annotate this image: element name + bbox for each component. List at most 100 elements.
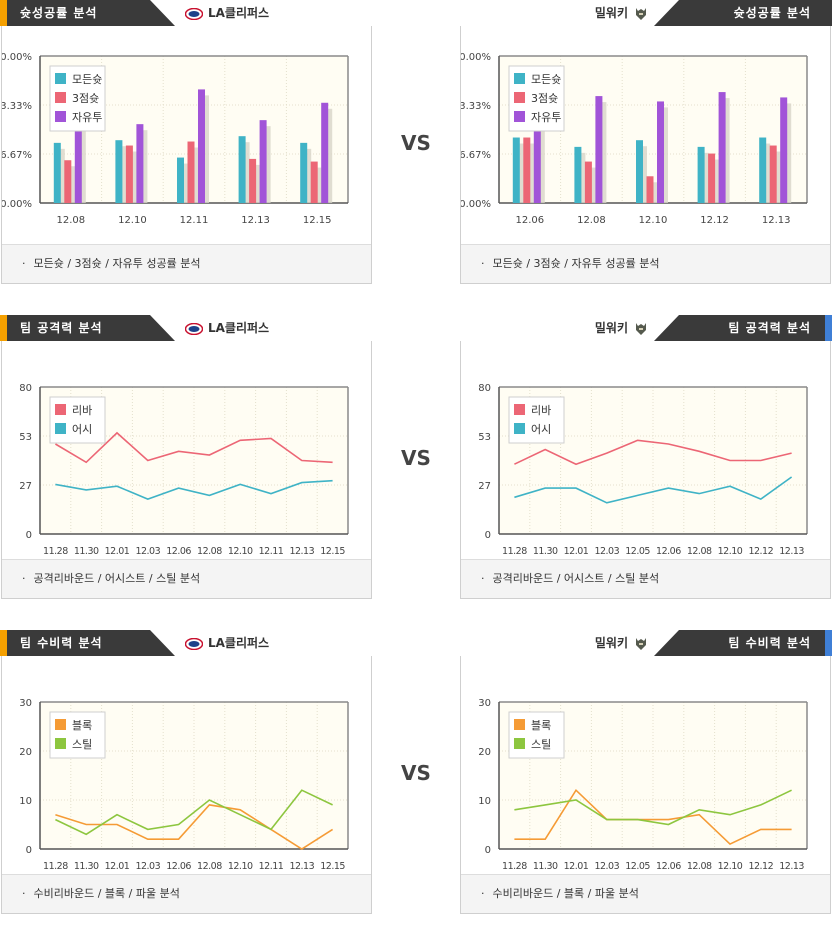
legend-swatch (514, 92, 525, 103)
bar-shadow (588, 167, 596, 203)
chart-svg: 0 10 20 30 11.28 11.30 12.01 12.03 12.06 12.08 12.… (19, 698, 349, 872)
bar-shadow (763, 143, 771, 203)
bar (249, 158, 257, 203)
section-header-right: 팀 공격력 분석 (654, 315, 832, 341)
y-tick-label: 27 (478, 481, 491, 492)
chart-svg: 0 27 53 80 11.28 11.30 12.01 12.03 12.06 12.08 12.… (19, 383, 349, 557)
series-line (514, 788, 792, 846)
legend-swatch (55, 92, 66, 103)
header-tab-shape (0, 630, 175, 656)
legend-swatch (55, 423, 66, 434)
bar (177, 157, 184, 203)
bar (718, 92, 726, 203)
bar-shadow (640, 146, 647, 203)
bar-shadow (650, 182, 658, 203)
y-tick-label: 73.33% (2, 101, 32, 112)
y-tick-label: 0 (485, 845, 491, 856)
legend-label: 리바 (72, 404, 92, 417)
x-tick-label: 12.13 (779, 861, 804, 872)
legend-swatch (55, 404, 66, 415)
y-tick-label: 30 (19, 698, 32, 709)
vs-label: VS (401, 761, 431, 785)
footer-text: 모든슛 / 3점슛 / 자유투 성공률 분석 (492, 257, 660, 270)
bar (657, 101, 664, 203)
right-panel: 0 10 20 30 11.28 11.30 12.01 12.03 12.05 12.06 12.… (460, 656, 831, 914)
x-tick-label: 12.13 (289, 546, 314, 557)
chart-svg: 0 27 53 80 11.28 11.30 12.01 12.03 12.05 12.06 12.… (478, 383, 808, 557)
x-tick-label: 11.30 (74, 861, 99, 872)
legend-swatch (514, 111, 525, 122)
section-defense: 팀 수비력 분석 LA클리퍼스 밀워키 팀 수비력 분석 0 10 20 30 11.2… (0, 630, 832, 930)
x-tick-label: 12.01 (564, 861, 589, 872)
section-title: 팀 수비력 분석 (20, 636, 103, 650)
bucks-logo-icon (636, 7, 646, 20)
bar (533, 122, 541, 203)
bar-shadow (57, 148, 65, 203)
x-tick-label: 12.08 (577, 215, 606, 226)
y-tick-label: 110.00% (2, 52, 32, 63)
right-team-label: 밀워키 (595, 319, 648, 337)
bar (321, 102, 329, 203)
legend-swatch (514, 404, 525, 415)
x-tick-label: 12.11 (180, 215, 209, 226)
header-tab-shape (0, 0, 175, 26)
x-tick-label: 12.11 (259, 861, 284, 872)
x-tick-label: 12.08 (687, 861, 712, 872)
bar-shadow (325, 108, 333, 203)
x-tick-label: 12.10 (639, 215, 668, 226)
bar (125, 145, 133, 203)
header-tab-shape (654, 315, 832, 341)
bar-shadow (202, 95, 209, 203)
x-tick-label: 12.06 (166, 861, 191, 872)
y-tick-label: 53 (478, 432, 491, 443)
bar (259, 120, 267, 203)
bar (646, 176, 654, 203)
bar-shadow (722, 98, 730, 203)
bar (769, 145, 777, 203)
left-team-name: LA클리퍼스 (208, 6, 270, 20)
x-tick-label: 12.08 (687, 546, 712, 557)
clippers-logo-icon (185, 7, 203, 20)
x-tick-label: 12.10 (718, 546, 743, 557)
legend-swatch (55, 111, 66, 122)
x-tick-label: 12.06 (656, 546, 681, 557)
y-tick-label: 30 (478, 698, 491, 709)
y-tick-label: 0.00% (2, 199, 32, 210)
section-header-right: 슛성공률 분석 (654, 0, 832, 26)
left-panel: 0 10 20 30 11.28 11.30 12.01 12.03 12.06 12.08 12.… (1, 656, 372, 914)
legend-swatch (55, 738, 66, 749)
y-tick-label: 27 (19, 481, 32, 492)
chart-svg: 0.00% 36.67% 73.33% 110.00% 12.08 12.10 12.11 1… (2, 52, 349, 226)
series-line (54, 431, 333, 464)
x-tick-label: 12.12 (748, 861, 773, 872)
left-team-name: LA클리퍼스 (208, 321, 270, 335)
section-header-left: 팀 수비력 분석 (0, 630, 175, 656)
footer-text: 모든슛 / 3점슛 / 자유투 성공률 분석 (33, 257, 201, 270)
x-tick-label: 12.12 (748, 546, 773, 557)
x-tick-label: 12.13 (779, 546, 804, 557)
x-tick-label: 11.30 (533, 546, 558, 557)
x-tick-label: 12.05 (625, 861, 650, 872)
legend-label: 스틸 (531, 738, 551, 751)
right-team-name: 밀워키 (594, 636, 628, 650)
legend-label: 자유투 (72, 111, 102, 124)
series-line (514, 439, 792, 466)
bar-shadow (314, 167, 322, 203)
x-tick-label: 12.08 (197, 546, 222, 557)
panel-footer: · 수비리바운드 / 블록 / 파울 분석 (461, 874, 830, 913)
bar (53, 142, 61, 203)
panel-footer: · 공격리바운드 / 어시스트 / 스틸 분석 (2, 559, 371, 598)
x-tick-label: 12.13 (762, 215, 791, 226)
left-team-label: LA클리퍼스 (185, 634, 269, 652)
panel-footer: · 수비리바운드 / 블록 / 파울 분석 (2, 874, 371, 913)
bar-shadow (578, 152, 586, 203)
y-tick-label: 0.00% (461, 199, 491, 210)
x-tick-label: 11.30 (74, 546, 99, 557)
right-panel: 0.00% 36.67% 73.33% 110.00% 12.06 12.08 12.10 1… (460, 26, 831, 284)
section-header-left: 슛성공률 분석 (0, 0, 175, 26)
bar (300, 142, 308, 203)
bar (64, 160, 72, 203)
x-tick-label: 12.03 (594, 861, 619, 872)
bar (574, 146, 582, 203)
y-tick-label: 73.33% (461, 101, 491, 112)
